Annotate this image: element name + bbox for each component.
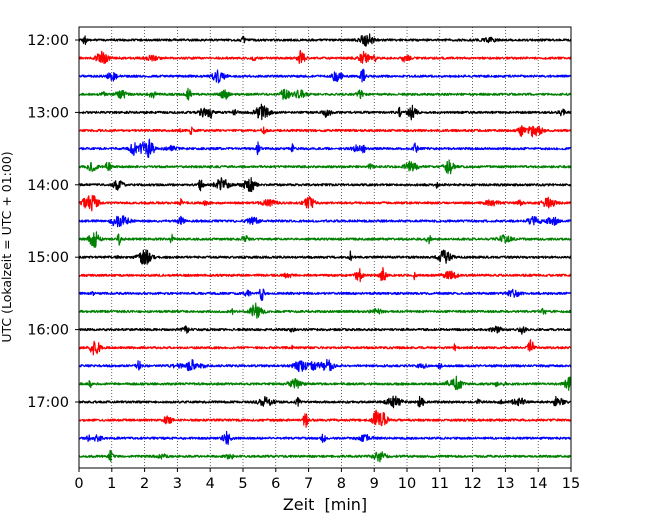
seismogram-trace (78, 49, 572, 65)
seismogram-trace (78, 159, 572, 175)
seismogram-trace (78, 325, 572, 335)
x-tick-label: 15 (562, 476, 580, 492)
seismogram-trace (78, 266, 572, 283)
x-tick-label: 0 (74, 476, 83, 492)
seismogram-trace (78, 449, 572, 463)
y-axis-ticks: 12:00 13:00 14:00 15:00 16:00 17:00 (27, 33, 79, 411)
x-tick-label: 4 (206, 476, 215, 492)
y-tick-label: 17:00 (27, 395, 69, 411)
x-tick-label: 10 (398, 476, 416, 492)
y-tick-label: 16:00 (27, 323, 69, 339)
seismogram-trace (78, 249, 572, 265)
seismogram-trace (78, 68, 572, 84)
seismogram-trace (78, 103, 572, 121)
seismogram-trace (78, 195, 572, 212)
seismogram-trace (78, 87, 572, 101)
seismogram-trace (78, 138, 572, 158)
seismogram-trace (78, 215, 572, 228)
seismogram-trace (78, 358, 572, 373)
seismogram-trace (78, 409, 572, 428)
x-tick-label: 7 (304, 476, 313, 492)
x-tick-label: 6 (271, 476, 280, 492)
x-axis-label: Zeit [min] (283, 495, 367, 514)
x-tick-label: 11 (431, 476, 449, 492)
plot-frame (78, 26, 572, 469)
y-tick-label: 13:00 (27, 105, 69, 121)
x-tick-label: 14 (529, 476, 547, 492)
x-tick-label: 2 (140, 476, 149, 492)
seismogram-trace (78, 231, 572, 248)
x-tick-label: 3 (173, 476, 182, 492)
seismogram-trace (78, 302, 572, 319)
seismogram-trace (78, 339, 572, 356)
x-tick-label: 5 (238, 476, 247, 492)
seismogram-trace (78, 395, 572, 409)
y-tick-label: 15:00 (27, 250, 69, 266)
x-tick-label: 1 (107, 476, 116, 492)
seismogram-trace (78, 288, 572, 301)
seismogram-trace (78, 33, 572, 47)
seismogram-trace (78, 125, 572, 138)
x-axis-ticks: 0 1 2 3 4 5 6 7 8 9 10 11 12 13 14 15 (74, 468, 580, 492)
x-tick-label: 13 (496, 476, 514, 492)
seismogram-traces (78, 33, 572, 463)
y-tick-label: 14:00 (27, 178, 69, 194)
plot-area (79, 27, 571, 468)
x-tick-label: 12 (463, 476, 481, 492)
seismogram-trace (78, 430, 572, 446)
y-axis-label: UTC (Lokalzeit = UTC + 01:00) (0, 151, 14, 342)
y-tick-label: 12:00 (27, 33, 69, 49)
x-tick-label: 8 (337, 476, 346, 492)
seismogram-trace (78, 375, 572, 391)
x-tick-label: 9 (370, 476, 379, 492)
seismogram-trace (78, 177, 572, 193)
